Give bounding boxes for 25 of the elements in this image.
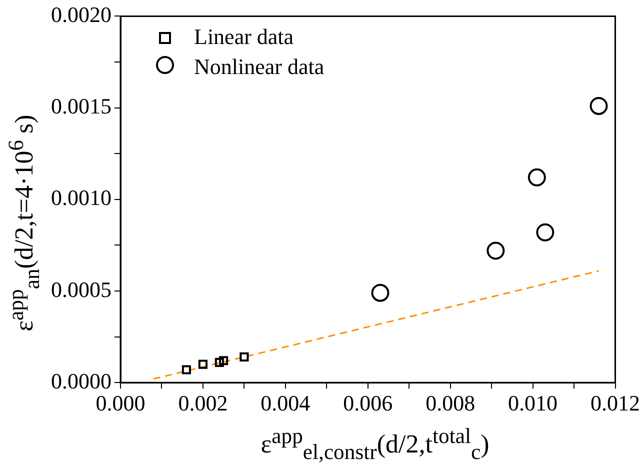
y-tick-label: 0.0005 <box>51 276 112 302</box>
point <box>536 223 554 242</box>
x-tick-label: 0.010 <box>508 390 558 416</box>
x-axis-title: ε$^{app}$$_{el,constr}$(d/2,t$^{total}$$_{c}$) <box>260 424 490 465</box>
y-tick-label: 0.0020 <box>51 2 112 27</box>
y-tick-label: 0.0010 <box>51 185 112 210</box>
x-tick-label: 0.006 <box>343 390 393 416</box>
text: 0.000 <box>96 390 146 416</box>
point <box>182 365 191 374</box>
point <box>214 358 224 367</box>
point <box>371 284 390 302</box>
y-tick-label: 0.0015 <box>51 94 112 119</box>
x-tick-label: 0.008 <box>426 390 476 416</box>
point <box>486 242 505 260</box>
x-tick-label: 0.002 <box>178 390 228 416</box>
point <box>590 96 608 115</box>
y-tick-label: 0.0000 <box>51 368 112 394</box>
x-tick-label: 0.012 <box>590 390 640 416</box>
legend-label: Nonlinear data <box>194 54 324 80</box>
point <box>240 352 249 362</box>
legend-label: Linear data <box>194 24 294 50</box>
point <box>528 168 546 186</box>
point <box>219 356 228 366</box>
x-tick-label: 0.004 <box>260 390 310 416</box>
point <box>198 360 208 369</box>
